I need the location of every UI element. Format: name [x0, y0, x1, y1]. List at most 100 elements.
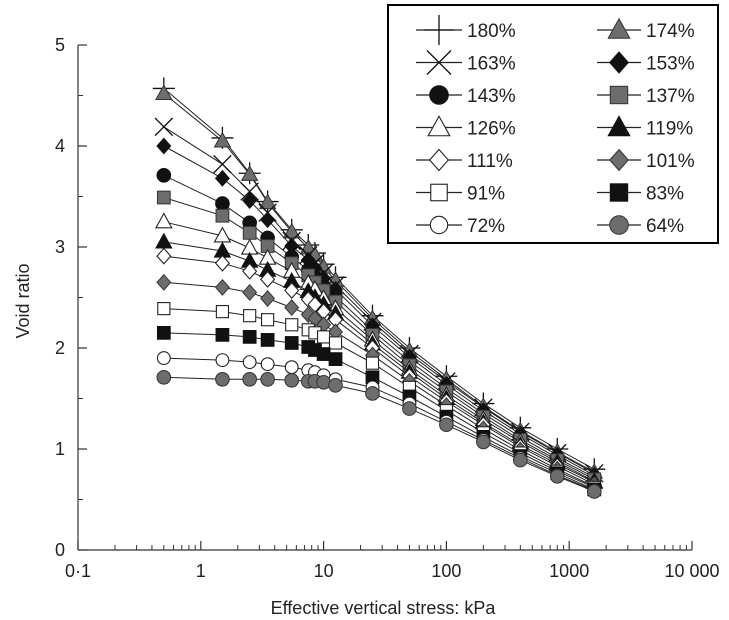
- legend-label: 111%: [467, 151, 513, 172]
- data-point: [156, 351, 171, 366]
- y-tick-label: 5: [55, 35, 65, 55]
- data-point: [156, 137, 172, 155]
- legend-label: 101%: [646, 151, 695, 172]
- data-point: [215, 196, 230, 211]
- data-point: [328, 378, 343, 393]
- data-point: [243, 309, 257, 323]
- data-point: [242, 192, 258, 209]
- x-ticks: 0·1 1 10 100 1000 10 000: [65, 541, 720, 581]
- legend-entry: 111%: [416, 148, 513, 172]
- data-point: [157, 302, 171, 316]
- data-point: [215, 371, 230, 387]
- x-axis-title: Effective vertical stress: kPa: [271, 598, 497, 618]
- data-point: [260, 333, 275, 347]
- legend-entry: 119%: [597, 115, 693, 140]
- data-point: [214, 169, 230, 187]
- data-point: [428, 148, 450, 172]
- data-point: [156, 273, 172, 291]
- series-line: [163, 281, 595, 487]
- data-point: [240, 164, 259, 181]
- legend-entry: 72%: [416, 215, 505, 237]
- data-point: [476, 434, 491, 450]
- legend-entry: 91%: [416, 184, 505, 205]
- data-point: [156, 190, 171, 205]
- legend-entry: 137%: [597, 85, 695, 107]
- data-point: [402, 401, 417, 416]
- legend-label: 180%: [467, 21, 516, 42]
- data-point: [213, 131, 232, 148]
- legend-entry: 83%: [597, 183, 684, 205]
- data-point: [316, 375, 331, 390]
- data-point: [284, 299, 300, 317]
- data-point: [586, 484, 602, 499]
- data-point: [513, 452, 528, 468]
- data-point: [261, 313, 275, 327]
- data-point: [260, 357, 275, 372]
- data-point: [609, 51, 629, 74]
- series-layer: [152, 77, 606, 499]
- data-point: [242, 225, 257, 240]
- legend: 180% 174% 163% 153% 143% 137% 126% 119% 111% 101%…: [387, 4, 719, 244]
- series-64pct: [156, 369, 602, 499]
- y-tick-label: 4: [55, 136, 65, 156]
- data-point: [328, 352, 343, 366]
- data-point: [260, 211, 276, 229]
- legend-label: 143%: [467, 86, 516, 107]
- data-point: [240, 182, 259, 201]
- legend-label: 83%: [646, 184, 684, 205]
- x-tick-label: 100: [431, 561, 461, 581]
- y-tick-label: 1: [55, 439, 65, 459]
- data-point: [609, 215, 629, 235]
- data-point: [607, 17, 631, 39]
- legend-label: 64%: [646, 216, 684, 237]
- legend-label: 91%: [467, 184, 505, 205]
- data-point: [430, 183, 448, 202]
- data-point: [300, 306, 316, 324]
- x-tick-label: 1000: [549, 561, 589, 581]
- legend-entry: 180%: [416, 15, 516, 45]
- data-point: [156, 247, 172, 265]
- data-point: [214, 278, 230, 296]
- data-point: [316, 330, 331, 344]
- legend-entry: 143%: [416, 85, 516, 107]
- legend-label: 174%: [646, 21, 695, 42]
- data-point: [427, 115, 451, 137]
- data-point: [214, 254, 230, 272]
- legend-entry: 126%: [416, 115, 516, 140]
- data-point: [258, 193, 277, 210]
- data-point: [242, 355, 257, 370]
- data-point: [284, 373, 300, 388]
- data-point: [156, 325, 171, 340]
- data-point: [609, 183, 629, 202]
- data-point: [215, 305, 230, 319]
- data-point: [215, 327, 230, 342]
- data-point: [316, 347, 331, 361]
- data-point: [260, 371, 275, 387]
- data-point: [285, 318, 299, 332]
- series-line: [163, 332, 595, 490]
- y-axis-title: Void ratio: [13, 263, 33, 338]
- y-tick-label: 0: [55, 540, 65, 560]
- data-point: [365, 356, 380, 370]
- data-point: [154, 212, 173, 229]
- x-tick-label: 10 000: [664, 561, 719, 581]
- data-point: [429, 215, 449, 235]
- data-point: [215, 208, 230, 223]
- y-tick-label: 3: [55, 237, 65, 257]
- data-point: [242, 262, 258, 280]
- y-tick-label: 2: [55, 338, 65, 358]
- legend-label: 137%: [646, 86, 695, 107]
- x-tick-label: 1: [196, 561, 206, 581]
- data-point: [284, 281, 300, 299]
- data-point: [365, 386, 380, 401]
- x-tick-label: 0·1: [65, 561, 91, 581]
- data-point: [242, 330, 257, 344]
- legend-label: 126%: [467, 119, 516, 140]
- data-point: [424, 15, 454, 45]
- x-tick-label: 10: [314, 561, 334, 581]
- data-point: [609, 85, 629, 105]
- data-point: [439, 417, 454, 433]
- series-83pct: [156, 325, 602, 497]
- data-point: [156, 369, 172, 385]
